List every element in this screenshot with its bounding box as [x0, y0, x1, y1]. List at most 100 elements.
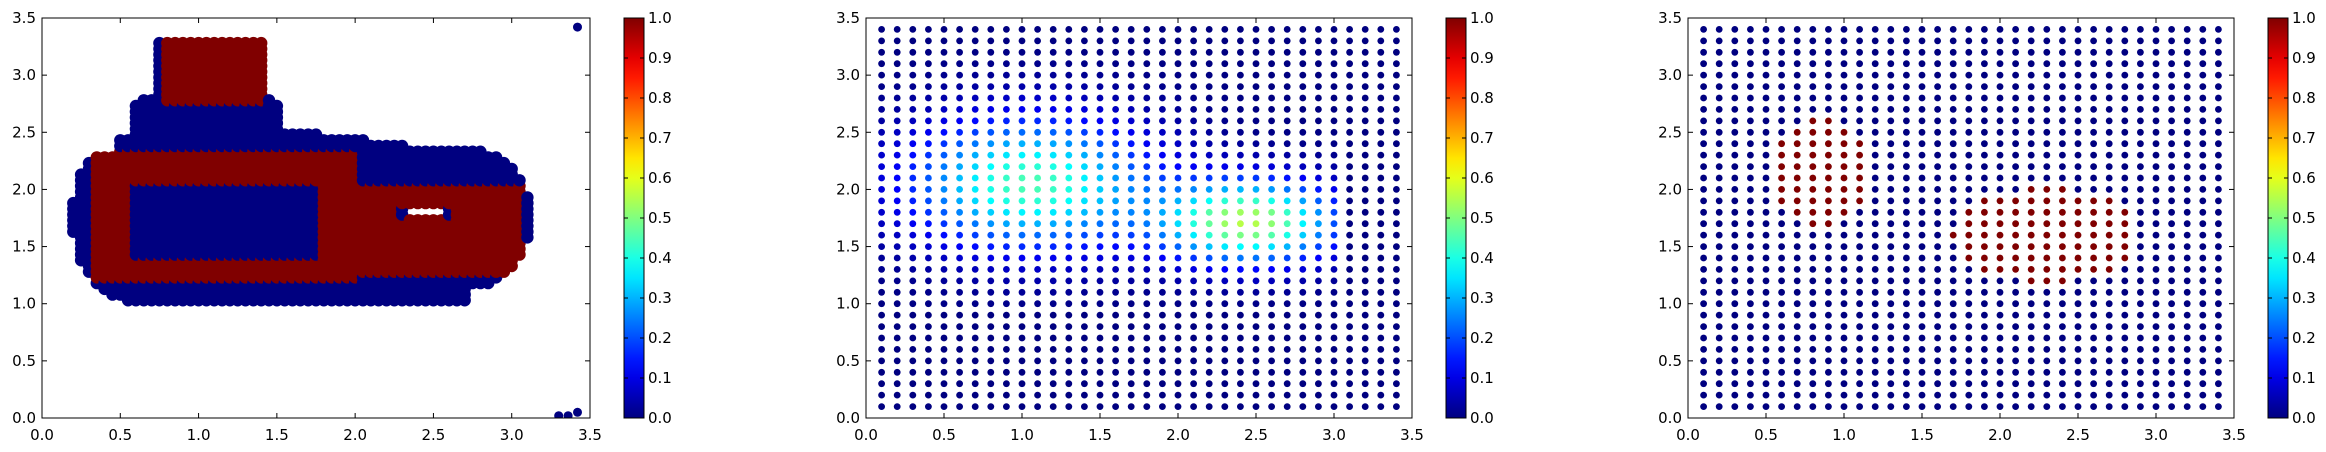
chart-panel-3: 0.0 0.5 1.0 1.5 2.0 2.5 3.0 3.50.00.51.01.52.02… — [1658, 9, 2316, 444]
data-point — [1127, 311, 1135, 319]
data-point — [1221, 357, 1229, 365]
data-point — [1003, 346, 1010, 353]
data-point — [878, 357, 885, 365]
data-point — [878, 71, 885, 79]
data-point — [1174, 380, 1182, 388]
data-point — [2043, 48, 2051, 56]
data-point — [1174, 277, 1182, 285]
data-point — [1840, 254, 1848, 262]
data-point — [2137, 26, 2144, 33]
data-point — [925, 334, 932, 342]
data-point — [1159, 83, 1166, 90]
data-point — [1221, 254, 1229, 262]
data-point — [971, 128, 979, 136]
data-point — [1377, 37, 1385, 45]
data-point — [2059, 266, 2066, 273]
data-point — [1205, 71, 1213, 79]
colorbar-tick-label: 0.8 — [2292, 89, 2316, 107]
data-point — [1127, 334, 1135, 342]
data-point — [1065, 323, 1073, 330]
data-point — [2215, 163, 2222, 171]
data-point — [893, 403, 901, 410]
data-point — [1143, 300, 1151, 308]
data-point — [1700, 254, 1707, 262]
data-point — [1065, 254, 1073, 262]
data-point — [1361, 208, 1369, 216]
data-point — [2090, 208, 2098, 216]
data-point — [1159, 323, 1166, 330]
data-point — [1825, 288, 1832, 296]
data-point — [1283, 231, 1291, 239]
data-point — [1205, 403, 1213, 410]
data-point — [1112, 277, 1119, 285]
data-point — [987, 48, 995, 56]
data-point — [925, 128, 932, 136]
data-point — [1127, 37, 1135, 45]
data-point — [1825, 117, 1832, 125]
data-point — [893, 277, 901, 285]
data-point — [987, 380, 995, 388]
data-point — [1315, 220, 1322, 228]
data-point — [1856, 266, 1863, 273]
data-point — [1981, 83, 1988, 90]
data-point — [971, 231, 979, 239]
data-point — [1299, 277, 1307, 285]
data-point — [893, 391, 901, 399]
colorbar-tick-label: 0.9 — [648, 49, 672, 67]
data-point — [1903, 346, 1910, 353]
data-point — [1715, 220, 1723, 228]
data-point — [1034, 300, 1041, 308]
data-point — [2152, 186, 2160, 193]
data-point — [1299, 380, 1307, 388]
data-point — [1871, 106, 1879, 113]
data-point — [1856, 391, 1863, 399]
data-point — [1127, 197, 1135, 205]
data-point — [971, 323, 979, 330]
data-point — [2152, 346, 2160, 353]
data-point — [2105, 391, 2113, 399]
data-point — [2152, 26, 2160, 33]
data-point — [2215, 48, 2222, 56]
data-point — [2059, 117, 2066, 125]
data-point — [1018, 94, 1026, 102]
data-point — [2215, 128, 2222, 136]
data-point — [1268, 323, 1275, 330]
data-point — [909, 140, 917, 148]
data-point — [1809, 37, 1817, 45]
data-point — [1918, 368, 1926, 376]
data-point — [1918, 37, 1926, 45]
data-point — [987, 403, 995, 410]
data-point — [1112, 48, 1119, 56]
data-point — [1315, 403, 1322, 410]
data-point — [1190, 346, 1197, 353]
data-point — [1887, 71, 1895, 79]
data-point — [878, 323, 885, 330]
data-point — [1700, 311, 1707, 319]
data-point — [2183, 71, 2191, 79]
data-point — [1174, 197, 1182, 205]
x-tick-label: 1.5 — [1910, 426, 1934, 444]
data-point — [1393, 231, 1400, 239]
data-point — [1330, 368, 1338, 376]
data-point — [1747, 323, 1754, 330]
data-point — [1096, 140, 1104, 148]
data-point — [2105, 186, 2113, 193]
data-point — [2137, 151, 2144, 159]
x-tick-label: 2.0 — [343, 426, 367, 444]
data-point — [1361, 220, 1369, 228]
data-point — [2183, 277, 2191, 285]
data-point — [956, 243, 963, 251]
data-point — [1081, 106, 1088, 113]
data-point — [893, 186, 901, 193]
data-point — [1237, 37, 1244, 45]
data-point — [1049, 94, 1057, 102]
data-point — [1190, 128, 1197, 136]
data-point — [2043, 403, 2051, 410]
data-point — [909, 380, 917, 388]
data-point — [2105, 220, 2113, 228]
data-point — [2059, 140, 2066, 148]
data-point — [1283, 277, 1291, 285]
data-point — [1778, 163, 1785, 171]
data-point — [1700, 220, 1707, 228]
data-point — [1003, 266, 1010, 273]
